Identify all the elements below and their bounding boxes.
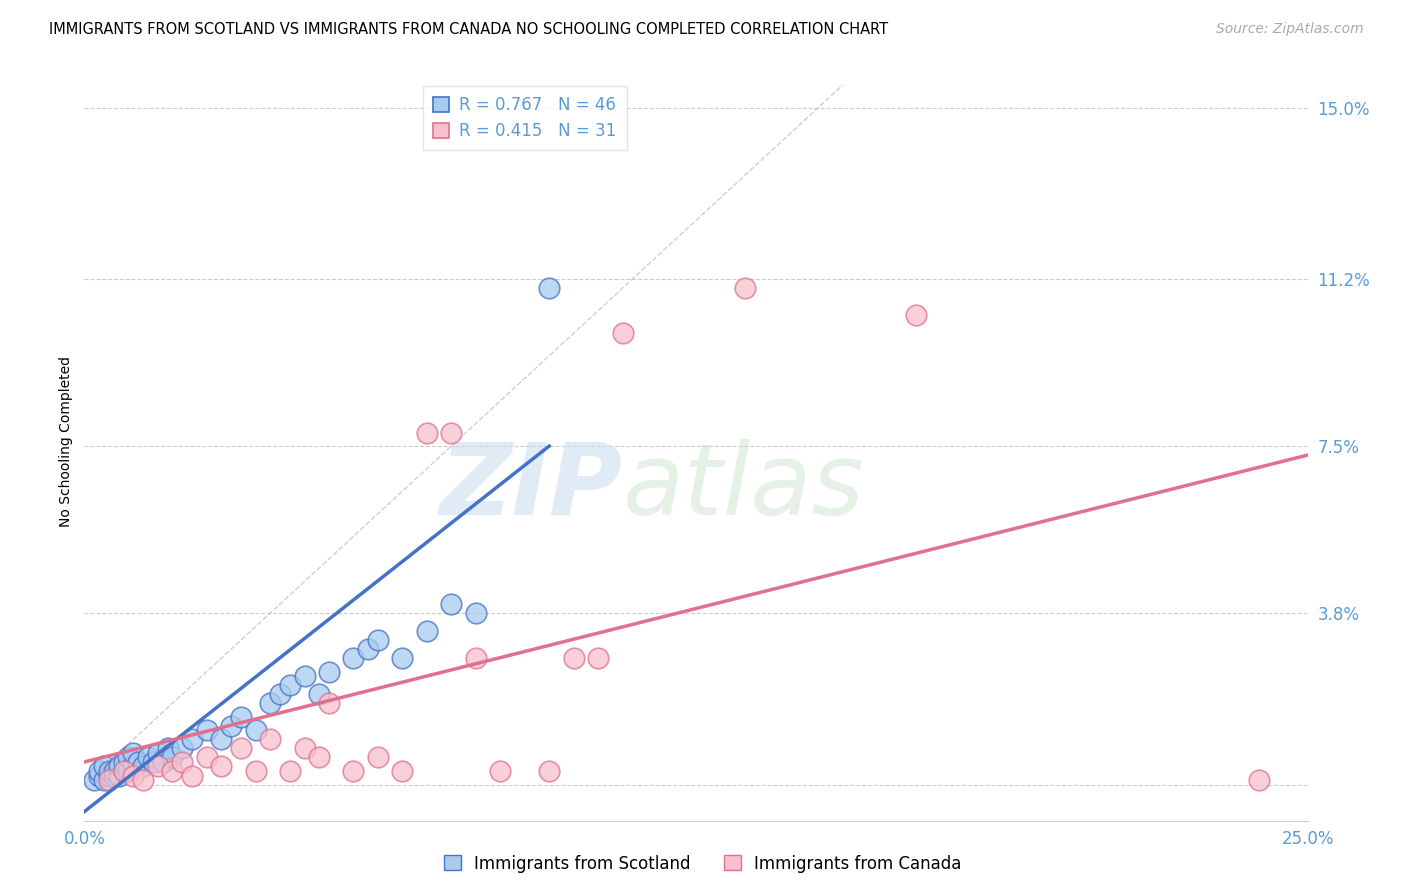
Legend: Immigrants from Scotland, Immigrants from Canada: Immigrants from Scotland, Immigrants fro…: [437, 848, 969, 880]
Point: [122, 759, 145, 773]
Point: [342, 764, 364, 778]
Point: [181, 732, 204, 747]
Y-axis label: No Schooling Completed: No Schooling Completed: [59, 356, 73, 527]
Text: Source: ZipAtlas.com: Source: ZipAtlas.com: [1216, 22, 1364, 37]
Point: [195, 723, 218, 738]
Point: [97, 772, 120, 787]
Point: [156, 741, 179, 756]
Point: [87, 768, 110, 782]
Text: atlas: atlas: [623, 439, 865, 535]
Point: [308, 687, 330, 701]
Point: [122, 746, 145, 760]
Point: [391, 764, 413, 778]
Point: [416, 624, 439, 639]
Point: [219, 719, 242, 733]
Point: [245, 723, 267, 738]
Point: [181, 768, 204, 782]
Text: ZIP: ZIP: [440, 439, 623, 535]
Point: [172, 741, 194, 756]
Point: [152, 755, 174, 769]
Point: [122, 768, 145, 782]
Point: [367, 633, 389, 648]
Point: [612, 326, 634, 341]
Point: [440, 597, 463, 611]
Point: [146, 759, 169, 773]
Point: [112, 755, 135, 769]
Point: [538, 281, 561, 295]
Point: [586, 651, 609, 665]
Point: [259, 696, 281, 710]
Point: [195, 750, 218, 764]
Point: [209, 732, 232, 747]
Point: [308, 750, 330, 764]
Point: [172, 755, 194, 769]
Point: [440, 425, 463, 440]
Point: [562, 651, 585, 665]
Point: [112, 764, 135, 778]
Point: [127, 755, 149, 769]
Point: [294, 669, 316, 683]
Point: [489, 764, 512, 778]
Point: [229, 741, 252, 756]
Point: [367, 750, 389, 764]
Point: [318, 696, 340, 710]
Point: [464, 606, 486, 620]
Point: [146, 746, 169, 760]
Point: [538, 764, 561, 778]
Point: [259, 732, 281, 747]
Point: [162, 764, 184, 778]
Point: [87, 764, 110, 778]
Point: [905, 308, 928, 322]
Point: [294, 741, 316, 756]
Text: IMMIGRANTS FROM SCOTLAND VS IMMIGRANTS FROM CANADA NO SCHOOLING COMPLETED CORREL: IMMIGRANTS FROM SCOTLAND VS IMMIGRANTS F…: [49, 22, 889, 37]
Point: [229, 710, 252, 724]
Point: [734, 281, 756, 295]
Point: [117, 764, 139, 778]
Point: [117, 750, 139, 764]
Point: [1247, 772, 1270, 787]
Point: [132, 772, 155, 787]
Point: [93, 772, 115, 787]
Point: [97, 768, 120, 782]
Point: [416, 425, 439, 440]
Point: [357, 642, 380, 657]
Point: [162, 750, 184, 764]
Point: [278, 764, 301, 778]
Point: [97, 764, 120, 778]
Point: [269, 687, 291, 701]
Point: [342, 651, 364, 665]
Point: [107, 768, 129, 782]
Point: [132, 759, 155, 773]
Legend: R = 0.767   N = 46, R = 0.415   N = 31: R = 0.767 N = 46, R = 0.415 N = 31: [423, 86, 627, 150]
Point: [103, 768, 125, 782]
Point: [142, 755, 165, 769]
Point: [391, 651, 413, 665]
Point: [103, 764, 125, 778]
Point: [112, 764, 135, 778]
Point: [318, 665, 340, 679]
Point: [278, 678, 301, 692]
Point: [245, 764, 267, 778]
Point: [209, 759, 232, 773]
Point: [136, 750, 159, 764]
Point: [464, 651, 486, 665]
Point: [93, 759, 115, 773]
Point: [83, 772, 105, 787]
Point: [107, 759, 129, 773]
